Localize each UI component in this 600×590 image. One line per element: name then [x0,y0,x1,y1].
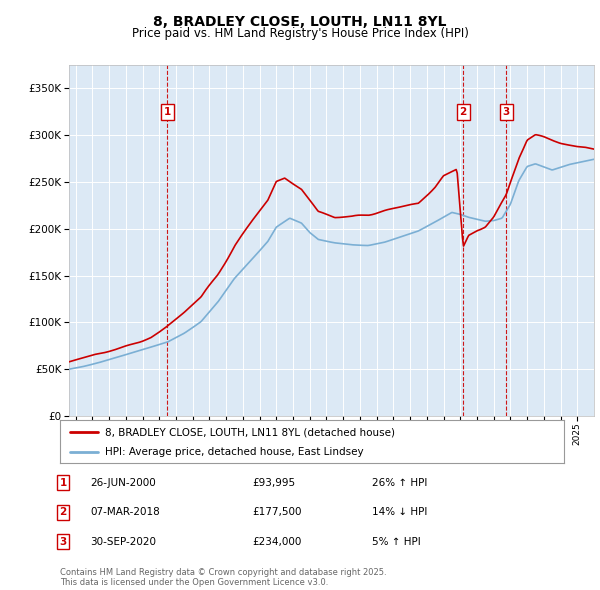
Text: 2: 2 [59,507,67,517]
Text: 30-SEP-2020: 30-SEP-2020 [90,537,156,546]
Text: 2: 2 [460,107,467,117]
Text: 8, BRADLEY CLOSE, LOUTH, LN11 8YL: 8, BRADLEY CLOSE, LOUTH, LN11 8YL [153,15,447,29]
Text: 14% ↓ HPI: 14% ↓ HPI [372,507,427,517]
Text: 07-MAR-2018: 07-MAR-2018 [90,507,160,517]
Text: Contains HM Land Registry data © Crown copyright and database right 2025.
This d: Contains HM Land Registry data © Crown c… [60,568,386,587]
Text: 26% ↑ HPI: 26% ↑ HPI [372,478,427,487]
Text: Price paid vs. HM Land Registry's House Price Index (HPI): Price paid vs. HM Land Registry's House … [131,27,469,40]
Text: 3: 3 [59,537,67,546]
Text: £177,500: £177,500 [252,507,302,517]
Text: £234,000: £234,000 [252,537,301,546]
Text: 1: 1 [164,107,171,117]
Text: 1: 1 [59,478,67,487]
Text: 5% ↑ HPI: 5% ↑ HPI [372,537,421,546]
Text: 8, BRADLEY CLOSE, LOUTH, LN11 8YL (detached house): 8, BRADLEY CLOSE, LOUTH, LN11 8YL (detac… [106,427,395,437]
Text: 3: 3 [503,107,510,117]
Text: 26-JUN-2000: 26-JUN-2000 [90,478,156,487]
Text: HPI: Average price, detached house, East Lindsey: HPI: Average price, detached house, East… [106,447,364,457]
Text: £93,995: £93,995 [252,478,295,487]
